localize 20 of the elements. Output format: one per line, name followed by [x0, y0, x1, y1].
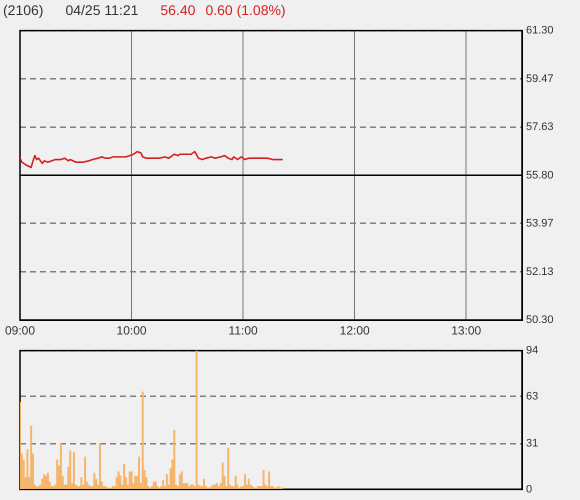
y-tick-label: 52.13	[526, 266, 554, 278]
y-tick-label: 55.80	[526, 169, 554, 182]
y-tick-label: 59.47	[526, 72, 554, 85]
x-tick-label: 13:00	[451, 324, 482, 338]
x-tick-label: 10:00	[116, 324, 147, 338]
chart-title: (2106)	[3, 1, 44, 19]
y-tick-label: 57.63	[526, 121, 554, 134]
y-tick-label: 31	[526, 438, 538, 450]
text: 0.60 (1.08%)	[205, 1, 286, 19]
x-tick-label: 09:00	[4, 324, 36, 338]
y-tick-label: 61.30	[526, 24, 554, 37]
y-tick-label: 53.97	[526, 217, 554, 230]
x-tick-label: 12:00	[340, 324, 370, 338]
y-tick-label: 94	[526, 344, 538, 357]
text: 56.40	[160, 1, 196, 19]
x-tick-label: 11:00	[228, 324, 258, 338]
chart-subtitle: 04/25 11:21	[65, 1, 138, 19]
y-tick-label: 0	[526, 483, 532, 496]
y-tick-label: 50.30	[526, 314, 554, 326]
y-tick-label: 63	[526, 390, 538, 402]
